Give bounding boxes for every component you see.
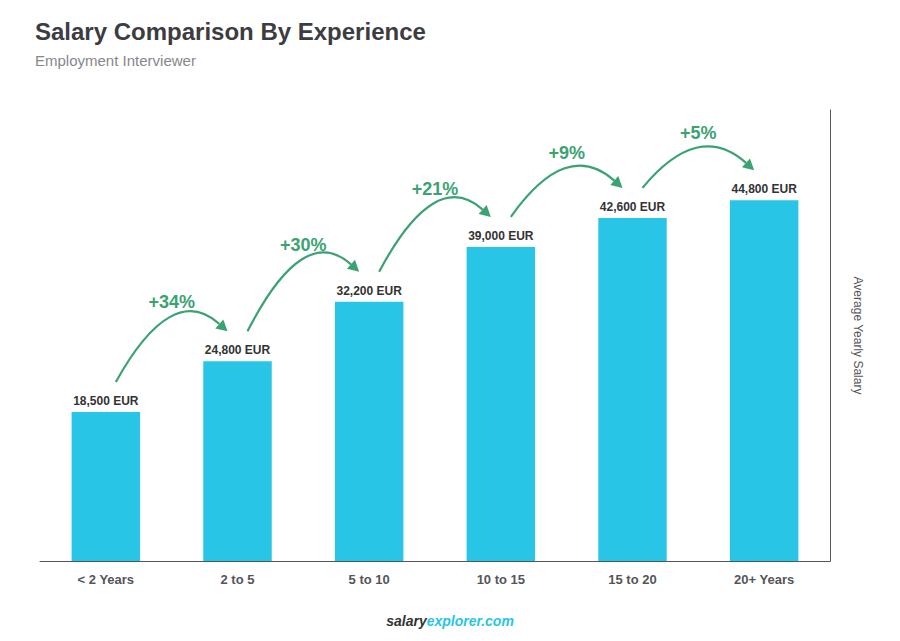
svg-text:44,800 EUR: 44,800 EUR xyxy=(731,182,797,196)
svg-text:5 to 10: 5 to 10 xyxy=(349,572,390,587)
svg-text:+30%: +30% xyxy=(280,235,327,255)
svg-text:salary: salary xyxy=(386,613,428,629)
svg-text:+5%: +5% xyxy=(680,123,717,143)
svg-text:2 to 5: 2 to 5 xyxy=(221,572,255,587)
svg-text:+21%: +21% xyxy=(412,179,459,199)
svg-text:32,200 EUR: 32,200 EUR xyxy=(336,284,402,298)
svg-text:42,600 EUR: 42,600 EUR xyxy=(600,200,666,214)
svg-text:15 to 20: 15 to 20 xyxy=(608,572,656,587)
svg-text:Average Yearly Salary: Average Yearly Salary xyxy=(851,277,865,395)
svg-text:explorer.com: explorer.com xyxy=(427,613,514,629)
svg-text:20+ Years: 20+ Years xyxy=(734,572,794,587)
svg-text:39,000 EUR: 39,000 EUR xyxy=(468,229,534,243)
svg-text:+34%: +34% xyxy=(148,292,195,312)
svg-text:+9%: +9% xyxy=(548,143,585,163)
svg-text:24,800 EUR: 24,800 EUR xyxy=(205,343,271,357)
svg-text:10 to 15: 10 to 15 xyxy=(477,572,525,587)
svg-text:Employment Interviewer: Employment Interviewer xyxy=(35,52,196,69)
svg-text:18,500 EUR: 18,500 EUR xyxy=(73,394,139,408)
svg-text:< 2 Years: < 2 Years xyxy=(78,572,135,587)
svg-text:Salary Comparison By Experienc: Salary Comparison By Experience xyxy=(35,18,426,45)
